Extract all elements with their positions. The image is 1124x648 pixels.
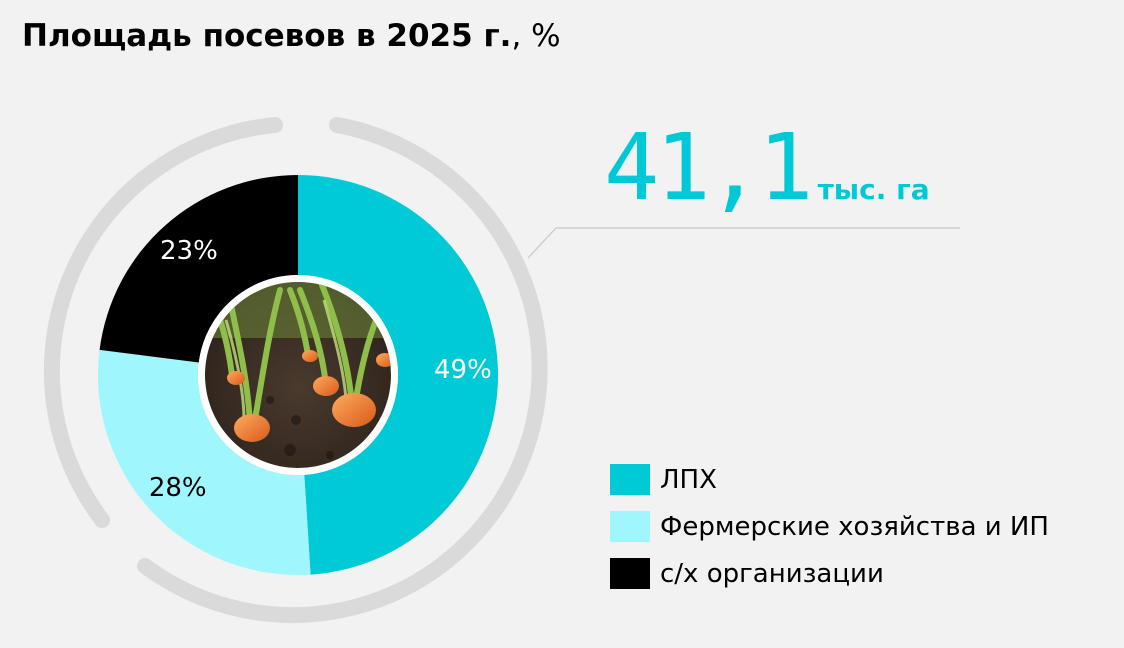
slice-labels: 49% 28% 23% — [149, 236, 492, 503]
legend-label: Фермерские хозяйства и ИП — [660, 511, 1049, 542]
slice-label: 23% — [160, 236, 218, 266]
slice-label: 49% — [434, 355, 492, 385]
legend-item: с/х организации — [610, 550, 1049, 597]
donut-slice — [99, 175, 298, 363]
legend-swatch — [610, 558, 650, 589]
title-unit: , % — [511, 18, 561, 54]
leader-line — [527, 227, 960, 259]
total-value: 41,1 — [604, 114, 814, 221]
legend: ЛПХ Фермерские хозяйства и ИП с/х органи… — [610, 456, 1049, 597]
legend-label: с/х организации — [660, 558, 884, 589]
outer-ring — [43, 117, 548, 623]
total-unit: тыс. га — [817, 173, 930, 206]
donut-slice — [97, 349, 311, 575]
legend-swatch — [610, 464, 650, 495]
outer-ring-arc-right — [137, 117, 548, 623]
legend-item: ЛПХ — [610, 456, 1049, 503]
page-title: Площадь посевов в 2025 г., % — [22, 18, 561, 54]
total-area: 41,1 тыс. га — [604, 122, 930, 214]
legend-item: Фермерские хозяйства и ИП — [610, 503, 1049, 550]
legend-swatch — [610, 511, 650, 542]
legend-label: ЛПХ — [660, 464, 717, 495]
title-main: Площадь посевов в 2025 г. — [22, 18, 512, 54]
slice-label: 28% — [149, 473, 207, 503]
outer-ring-arc-left — [43, 117, 283, 528]
